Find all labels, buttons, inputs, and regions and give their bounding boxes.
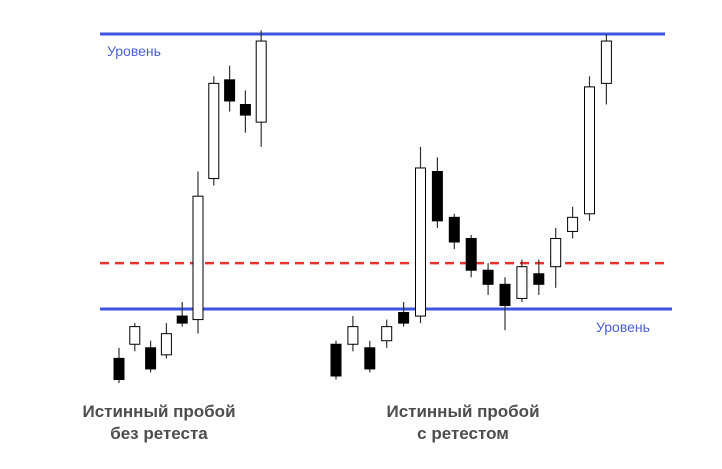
candle-right-15-body — [567, 216, 579, 232]
candle-left-3 — [145, 340, 157, 373]
candle-right-1 — [330, 340, 342, 380]
candle-right-17-body — [600, 40, 612, 84]
candle-right-12 — [516, 259, 528, 302]
candle-left-6-body — [192, 195, 204, 321]
candle-right-11-body — [499, 283, 511, 306]
candle-left-10 — [255, 30, 267, 147]
candle-right-4-body — [381, 326, 393, 342]
candle-right-9-body — [465, 237, 477, 271]
candle-right-7 — [431, 157, 443, 228]
candle-left-3-body — [145, 347, 157, 370]
caption-with-retest-line1: Истинный пробой — [386, 402, 540, 421]
candle-right-11 — [499, 277, 511, 331]
candle-left-4-body — [160, 333, 172, 356]
candle-right-6-body — [415, 167, 426, 317]
candle-left-1-body — [113, 357, 125, 381]
candle-right-17 — [600, 34, 612, 105]
candle-right-8-body — [448, 216, 460, 243]
candle-right-2-body — [347, 326, 359, 345]
caption-no-retest: Истинный пробой без ретеста — [69, 401, 249, 445]
candle-right-6 — [415, 146, 426, 324]
candle-right-4 — [381, 319, 393, 348]
candle-left-2-body — [129, 326, 141, 345]
candle-left-8-body — [224, 79, 236, 102]
candles-true-breakout-with-retest — [330, 34, 612, 380]
candle-right-15 — [567, 206, 579, 239]
candle-left-2 — [129, 323, 141, 352]
candle-left-7 — [208, 76, 220, 186]
candle-left-9 — [239, 90, 251, 133]
candle-left-4 — [160, 323, 172, 359]
candles-true-breakout-no-retest — [113, 30, 267, 384]
caption-no-retest-line1: Истинный пробой — [82, 402, 236, 421]
candle-right-3-body — [364, 347, 376, 370]
candle-right-13-body — [533, 273, 545, 285]
candle-left-10-body — [255, 40, 267, 123]
candle-right-10-body — [482, 269, 494, 285]
candle-right-3 — [364, 340, 376, 373]
caption-with-retest: Истинный пробой с ретестом — [373, 401, 553, 445]
candle-right-8 — [448, 213, 460, 250]
candle-right-12-body — [516, 266, 528, 299]
candle-right-14 — [550, 227, 562, 288]
candle-right-1-body — [330, 343, 342, 377]
candle-right-16 — [584, 76, 595, 221]
candle-left-6 — [192, 171, 204, 334]
candle-right-7-body — [431, 171, 443, 222]
candle-right-2 — [347, 316, 359, 352]
candle-right-14-body — [550, 237, 562, 268]
candle-left-5 — [176, 301, 188, 327]
candle-left-1 — [113, 347, 125, 384]
caption-no-retest-line2: без ретеста — [110, 424, 208, 443]
candle-left-8 — [224, 65, 236, 112]
candle-right-5 — [398, 301, 410, 327]
level-label-top: Уровень — [107, 43, 161, 59]
caption-with-retest-line2: с ретестом — [417, 424, 509, 443]
candle-right-16-body — [584, 86, 595, 215]
level-label-bottom: Уровень — [596, 319, 650, 335]
candle-left-5-body — [176, 315, 188, 324]
candle-right-5-body — [398, 312, 410, 324]
candle-left-9-body — [239, 104, 251, 116]
candle-left-7-body — [208, 82, 220, 180]
candle-right-10 — [482, 263, 494, 295]
candle-right-9 — [465, 234, 477, 278]
candle-right-13 — [533, 259, 545, 295]
